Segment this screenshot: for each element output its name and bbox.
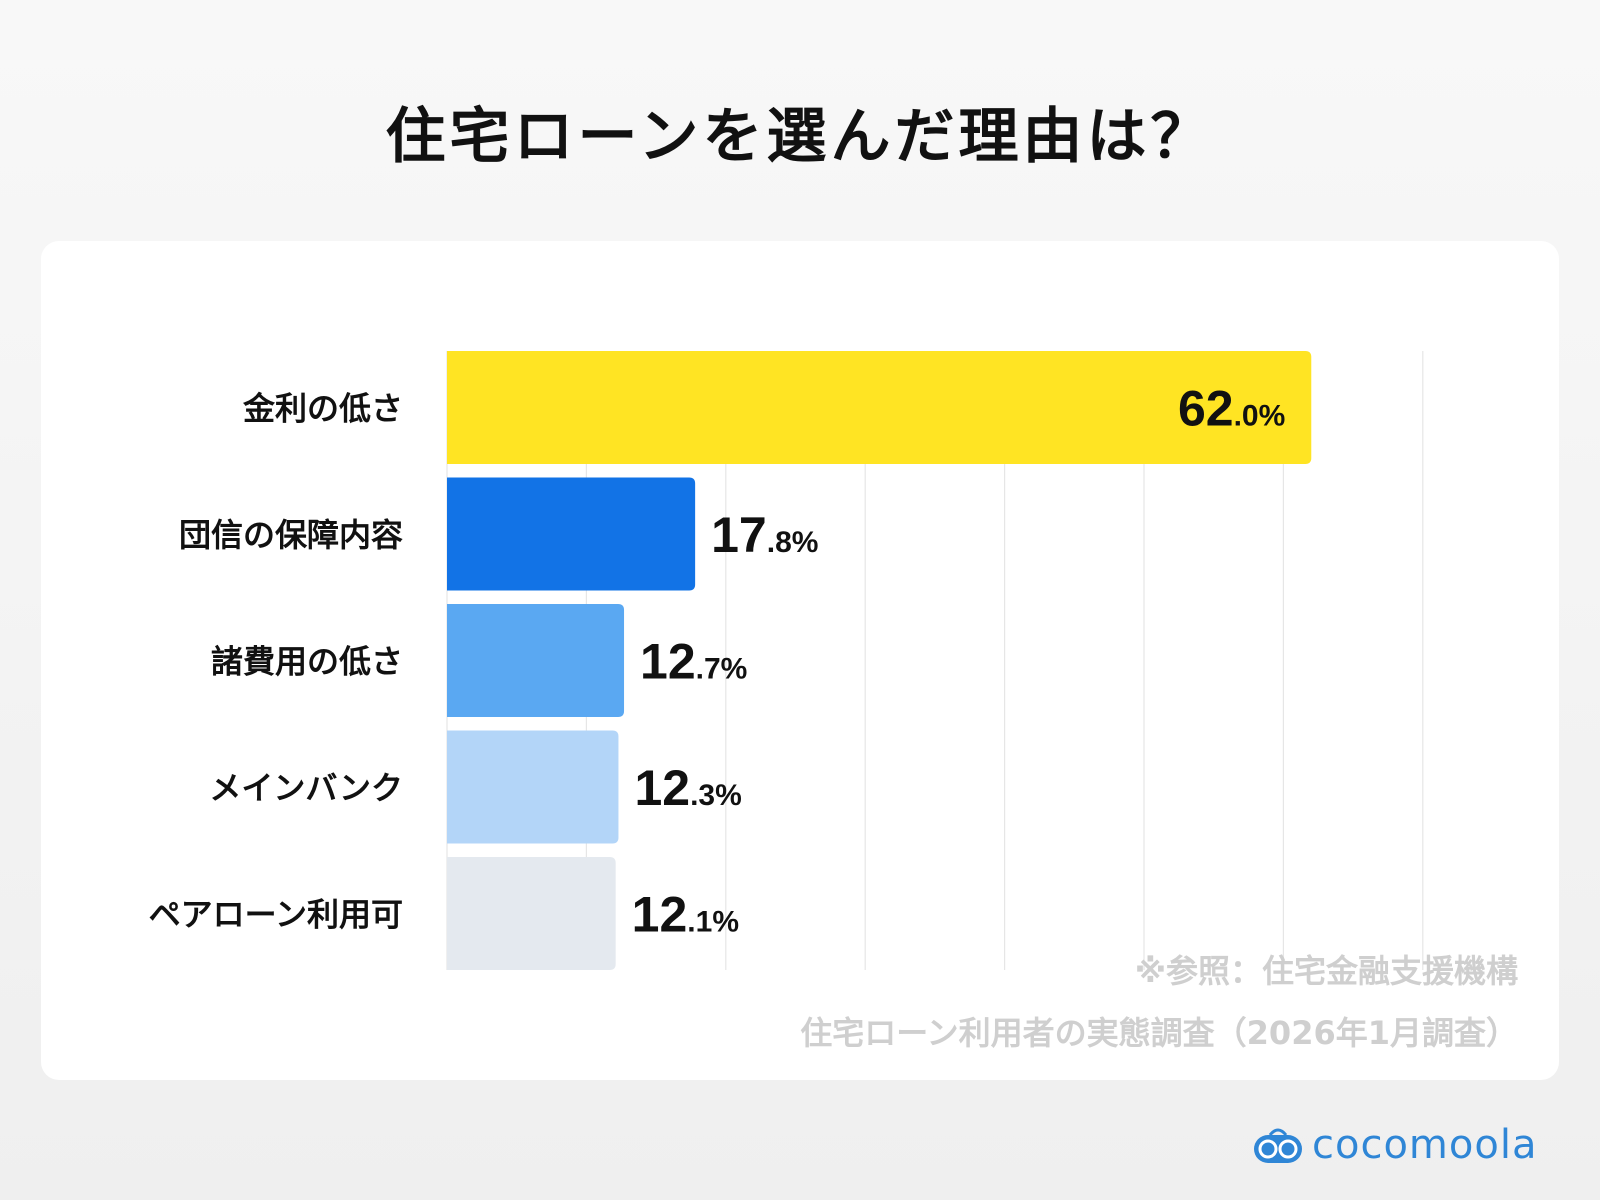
- category-label: 諸費用の低さ: [211, 643, 403, 681]
- category-label: 金利の低さ: [242, 390, 403, 428]
- value-label: 17.8%: [711, 507, 818, 563]
- bar: [447, 857, 616, 970]
- category-label: ペアローン利用可: [149, 896, 403, 934]
- brand-name: cocomoola: [1312, 1122, 1538, 1168]
- bar: [447, 604, 625, 717]
- bar: [447, 730, 619, 844]
- value-label: 12.7%: [640, 634, 747, 690]
- source-line-2: 住宅ローン利用者の実態調査（2026年1月調査）: [800, 1014, 1518, 1052]
- value-label: 12.3%: [634, 760, 741, 816]
- bar: [447, 477, 696, 591]
- bar: [447, 351, 1312, 464]
- chart-title: 住宅ローンを選んだ理由は？: [385, 102, 1215, 172]
- value-label: 62.0%: [1178, 381, 1285, 437]
- value-label: 12.1%: [632, 887, 739, 943]
- category-label: 団信の保障内容: [179, 516, 403, 554]
- source-line-1: ※参照：住宅金融支援機構: [1134, 952, 1518, 990]
- robot-logo-icon: [1254, 1128, 1302, 1163]
- category-label: メインバンク: [209, 769, 403, 807]
- brand-logo: cocomoola: [1252, 1122, 1537, 1168]
